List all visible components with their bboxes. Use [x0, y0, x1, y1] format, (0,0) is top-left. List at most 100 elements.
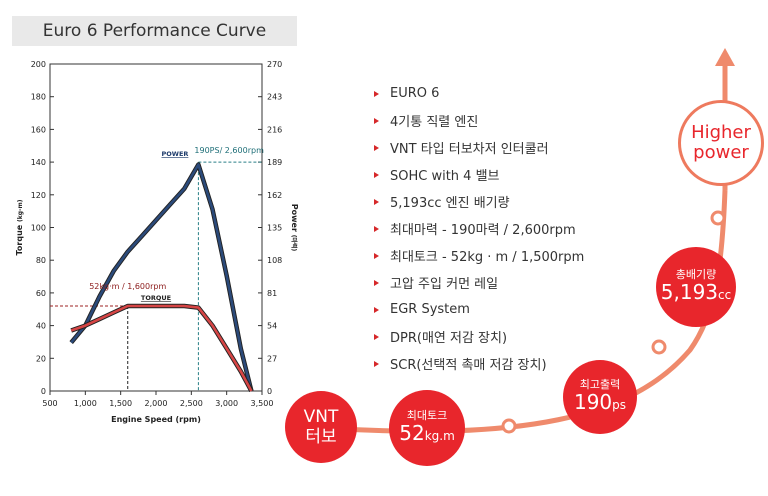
feature-item: DPR(매연 저감 장치) — [374, 323, 584, 350]
bullet-icon — [374, 306, 379, 313]
feature-item: 최대토크 - 52kg · m / 1,500rpm — [374, 242, 584, 269]
y-right-tick-label: 162 — [267, 191, 282, 200]
x-tick-label: 1,500 — [109, 399, 132, 408]
y-right-axis-label: Power (마력) — [290, 204, 299, 252]
feature-text: 5,193cc 엔진 배기량 — [390, 196, 510, 211]
max-power-badge: 최고출력 190ps — [563, 360, 637, 434]
power-peak-annotation: 190PS/ 2,600rpm — [194, 146, 264, 155]
y-left-tick-label: 100 — [31, 224, 46, 233]
y-left-tick-label: 140 — [31, 158, 46, 167]
max-torque-unit: kg.m — [424, 429, 455, 443]
feature-item: 최대마력 - 190마력 / 2,600rpm — [374, 215, 584, 242]
torque-peak-annotation: 52kg·m / 1,600rpm — [89, 282, 166, 291]
chart-series — [69, 162, 254, 393]
bullet-icon — [374, 252, 379, 259]
feature-text: 최대토크 - 52kg · m / 1,500rpm — [390, 250, 585, 265]
feature-item: EGR System — [374, 296, 584, 323]
vnt-badge-line1: VNT — [303, 407, 339, 427]
vnt-badge-line2: 터보 — [305, 427, 337, 447]
displacement-badge: 총배기량 5,193cc — [656, 247, 736, 327]
y-right-tick-label: 54 — [267, 322, 277, 331]
series-outline-power — [69, 162, 254, 392]
bullet-icon — [374, 198, 379, 205]
feature-item: EURO 6 — [374, 80, 584, 107]
y-left-axis-label: Torque (kg-m) — [15, 199, 24, 255]
bullet-icon — [374, 144, 379, 151]
feature-text: EGR System — [390, 302, 470, 317]
bullet-icon — [374, 360, 379, 367]
y-right-tick-label: 27 — [267, 354, 277, 363]
chart-title: Euro 6 Performance Curve — [12, 16, 297, 46]
torque-series-label: TORQUE — [141, 294, 171, 302]
x-tick-label: 2,500 — [180, 399, 203, 408]
max-power-label: 최고출력 — [579, 378, 621, 391]
x-tick-label: 2,000 — [145, 399, 168, 408]
feature-item: SOHC with 4 밸브 — [374, 161, 584, 188]
x-axis-label: Engine Speed (rpm) — [111, 415, 201, 424]
y-left-tick-label: 60 — [36, 289, 46, 298]
y-right-tick-label: 216 — [267, 125, 282, 134]
higher-power-line2: power — [693, 142, 749, 163]
y-left-tick-label: 180 — [31, 93, 46, 102]
feature-text: 최대마력 - 190마력 / 2,600rpm — [390, 223, 576, 238]
max-power-value: 190 — [573, 390, 613, 414]
y-right-tick-label: 270 — [267, 60, 282, 69]
track-node — [501, 418, 517, 434]
y-right-tick-label: 0 — [267, 387, 272, 396]
max-torque-label: 최대토크 — [406, 409, 448, 422]
bullet-icon — [374, 333, 379, 340]
y-left-tick-label: 80 — [36, 256, 46, 265]
chart-title-text: Euro 6 Performance Curve — [42, 21, 267, 41]
feature-item: VNT 타입 터보차저 인터쿨러 — [374, 134, 584, 161]
bullet-icon — [374, 90, 379, 97]
y-left-tick-label: 0 — [41, 387, 46, 396]
x-tick-label: 3,000 — [215, 399, 238, 408]
y-right-tick-label: 81 — [267, 289, 277, 298]
feature-item: SCR(선택적 촉매 저감 장치) — [374, 350, 584, 377]
y-left-tick-label: 20 — [36, 354, 46, 363]
y-left-tick-label: 40 — [36, 322, 46, 331]
displacement-value: 5,193 — [660, 280, 719, 304]
performance-chart: 500 1,000 1,500 2,000 2,500 3,000 3,500 0 20 40 60… — [15, 60, 299, 424]
max-torque-value: 52 — [399, 421, 425, 445]
max-power-unit: ps — [612, 398, 627, 412]
power-series-label: POWER — [161, 150, 188, 158]
track-node — [651, 339, 667, 355]
track-node — [710, 210, 726, 226]
higher-power-badge: Higher power — [678, 100, 764, 186]
feature-item: 5,193cc 엔진 배기량 — [374, 188, 584, 215]
y-right-tick-label: 108 — [267, 256, 282, 265]
arrow-up-icon — [715, 48, 735, 66]
feature-text: VNT 타입 터보차저 인터쿨러 — [390, 142, 549, 157]
feature-text: SOHC with 4 밸브 — [390, 169, 500, 184]
bullet-icon — [374, 279, 379, 286]
displacement-label: 총배기량 — [675, 268, 717, 281]
bullet-icon — [374, 171, 379, 178]
series-line-power — [70, 163, 253, 392]
feature-text: DPR(매연 저감 장치) — [390, 331, 508, 346]
series-line-torque — [70, 304, 253, 392]
plot-frame — [49, 63, 263, 392]
bullet-icon — [374, 225, 379, 232]
y-right-tick-label: 189 — [267, 158, 282, 167]
y-right-tick-label: 135 — [267, 224, 282, 233]
displacement-unit: cc — [718, 288, 732, 302]
x-tick-label: 500 — [42, 399, 57, 408]
x-tick-label: 1,000 — [74, 399, 97, 408]
feature-text: 4기통 직렬 엔진 — [390, 115, 479, 130]
vnt-badge: VNT 터보 — [285, 391, 357, 463]
feature-item: 고압 주입 커먼 레일 — [374, 269, 584, 296]
feature-list: EURO 6 4기통 직렬 엔진 VNT 타입 터보차저 인터쿨러 SOHC with… — [374, 80, 584, 377]
chart-guide-lines — [50, 161, 262, 391]
feature-text: SCR(선택적 촉매 저감 장치) — [390, 358, 547, 373]
y-left-tick-label: 160 — [31, 125, 46, 134]
higher-power-line1: Higher — [691, 122, 751, 143]
feature-text: EURO 6 — [390, 86, 440, 101]
chart-labels: POWER 190PS/ 2,600rpm 52kg·m / 1,600rpm TOR… — [89, 146, 264, 302]
y-right-tick-label: 243 — [267, 93, 282, 102]
y-left-tick-label: 200 — [31, 60, 46, 69]
feature-text: 고압 주입 커먼 레일 — [390, 277, 499, 292]
max-torque-badge: 최대토크 52kg.m — [389, 390, 465, 466]
bullet-icon — [374, 117, 379, 124]
feature-item: 4기통 직렬 엔진 — [374, 107, 584, 134]
